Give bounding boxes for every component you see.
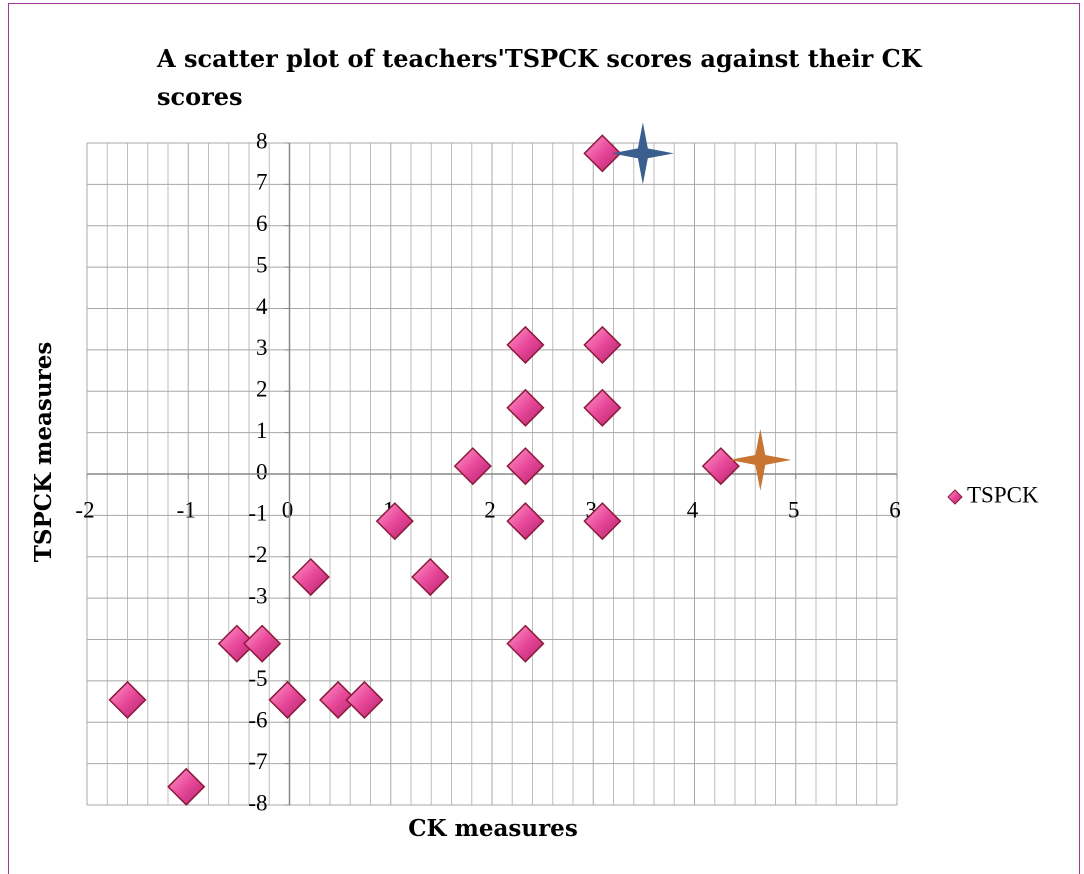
point [506, 624, 545, 663]
point [583, 325, 622, 364]
x-tick-label: 3 [586, 497, 598, 522]
point [345, 680, 384, 719]
point [583, 502, 622, 541]
point [108, 680, 147, 719]
y-tick-label: 2 [256, 377, 268, 402]
chart-title: A scatter plot of teachers'TSPCK scores … [157, 44, 922, 111]
point [453, 447, 492, 486]
y-tick-label: 5 [256, 252, 268, 277]
y-tick-label: -8 [248, 790, 267, 815]
point [268, 680, 307, 719]
x-tick-label: 4 [687, 497, 699, 522]
x-axis-label: CK measures [408, 815, 578, 842]
x-tick-label: 6 [889, 497, 901, 522]
point [319, 680, 358, 719]
y-axis-label: TSPCK measures [30, 342, 57, 563]
point [506, 447, 545, 486]
y-tick-label: 4 [256, 294, 268, 319]
page-border [8, 3, 1080, 874]
x-tick-label: 5 [788, 497, 800, 522]
point [506, 388, 545, 427]
point [217, 624, 256, 663]
y-tick-label: 3 [256, 335, 268, 360]
point [506, 325, 545, 364]
y-tick-label: -3 [248, 583, 267, 608]
star-marker [729, 428, 792, 491]
point [506, 502, 545, 541]
y-tick-label: -5 [248, 666, 267, 691]
x-tick-label: -2 [75, 497, 94, 522]
y-tick-label: 1 [256, 418, 268, 443]
point [701, 447, 740, 486]
point [167, 767, 206, 806]
y-tick-label: -2 [248, 542, 267, 567]
point [375, 502, 414, 541]
point [583, 388, 622, 427]
point [243, 624, 282, 663]
point [583, 134, 622, 173]
star-marker [611, 122, 674, 185]
y-tick-label: -7 [248, 749, 267, 774]
y-tick-label: 7 [256, 170, 268, 195]
y-tick-label: 8 [256, 128, 268, 153]
point [411, 557, 450, 597]
y-tick-label: -1 [248, 501, 267, 526]
legend-marker [947, 489, 963, 505]
point [291, 557, 330, 597]
y-tick-label: -6 [248, 708, 267, 733]
y-tick-label: 6 [256, 211, 268, 236]
x-tick-label: -1 [177, 497, 196, 522]
x-tick-label: 0 [282, 497, 294, 522]
x-tick-label: 2 [484, 497, 496, 522]
y-tick-label: 0 [256, 459, 268, 484]
legend-label: TSPCK [967, 482, 1039, 507]
